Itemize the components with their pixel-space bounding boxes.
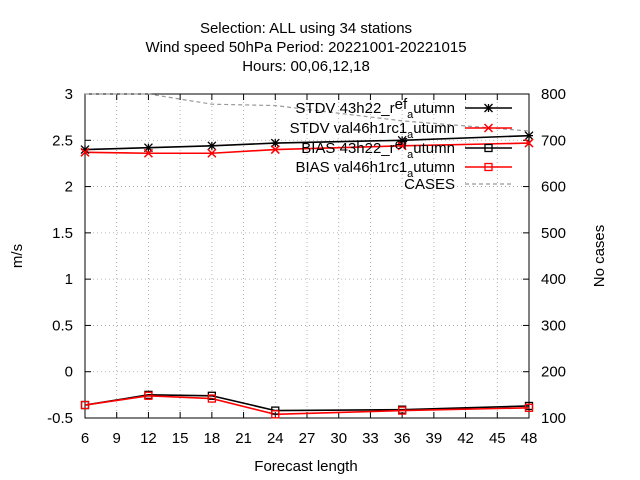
y2-tick-label: 400	[541, 271, 566, 288]
y-tick-label: 1	[65, 271, 73, 288]
series-line-4	[85, 93, 530, 132]
x-tick-label: 45	[489, 430, 506, 447]
data-point-0	[207, 141, 217, 151]
y2-tick-label: 500	[541, 225, 566, 242]
chart-title-line-2: Wind speed 50hPa Period: 20221001-202210…	[145, 39, 466, 56]
tick-labels: 6 9 12 15 18 21 24 27 30 33 36 39 42 45 48 -0.5 0 0.5 1 1.5…	[47, 86, 566, 447]
y-axis-label: m/s	[9, 244, 26, 268]
legend-marker-0	[484, 103, 493, 113]
x-tick-label: 36	[394, 430, 411, 447]
data-point-3	[397, 406, 407, 415]
x-tick-label: 33	[362, 430, 379, 447]
y-tick-label: 3	[65, 86, 73, 103]
y2-tick-label: 600	[541, 179, 566, 196]
y-tick-label: 2	[65, 179, 73, 196]
x-tick-label: 18	[204, 430, 221, 447]
data-point-1	[524, 138, 534, 148]
data-point-1	[270, 145, 280, 155]
x-tick-label: 42	[457, 430, 474, 447]
y2-tick-label: 200	[541, 364, 566, 381]
legend-marker-2	[484, 143, 493, 153]
x-tick-label: 15	[172, 430, 189, 447]
legend-label-4: CASES	[404, 176, 455, 193]
series-line-3	[84, 394, 530, 416]
data-point-1	[143, 148, 153, 158]
y-tick-label: 0.5	[52, 317, 73, 334]
data-point-1	[80, 147, 90, 157]
data-point-3	[80, 400, 90, 410]
legend-label-0: STDV 43h22_refautumn	[295, 96, 455, 121]
y-tick-label: 1.5	[52, 225, 73, 242]
data-point-3	[207, 394, 217, 403]
y2-tick-label: 300	[541, 317, 566, 334]
data-point-1	[397, 141, 407, 151]
series-line-0	[84, 134, 530, 151]
chart-title-line-3: Hours: 00,06,12,18	[242, 58, 370, 75]
x-tick-label: 9	[113, 430, 121, 447]
y2-tick-label: 100	[541, 410, 566, 427]
series-line-1	[84, 142, 530, 155]
x-tick-label: 30	[330, 430, 347, 447]
data-point-1	[207, 148, 217, 158]
x-tick-label: 48	[521, 430, 538, 447]
series-markers	[80, 131, 534, 419]
data-point-3	[524, 403, 534, 412]
y-tick-label: 0	[65, 364, 73, 381]
x-axis-label: Forecast length	[254, 458, 357, 475]
data-point-0	[524, 131, 534, 141]
x-tick-label: 12	[140, 430, 157, 447]
y2-tick-label: 800	[541, 86, 566, 103]
y2-axis-label: No cases	[591, 225, 608, 288]
x-tick-label: 21	[235, 430, 252, 447]
y2-tick-label: 700	[541, 132, 566, 149]
legend-label-1: STDV val46h1rc1autumn	[290, 120, 455, 141]
series-lines	[84, 93, 530, 416]
y-tick-label: -0.5	[47, 410, 73, 427]
x-tick-label: 27	[299, 430, 316, 447]
x-tick-label: 39	[426, 430, 443, 447]
legend-label-3: BIAS val46h1rc1autumn	[295, 159, 455, 180]
data-point-3	[271, 410, 280, 419]
y-tick-label: 2.5	[52, 132, 73, 149]
chart-title-line-1: Selection: ALL using 34 stations	[200, 20, 412, 37]
legend-marker-3	[484, 162, 493, 172]
data-point-3	[144, 391, 153, 400]
legend-label-2: BIAS 43h22_refautumn	[301, 136, 455, 161]
data-point-0	[270, 138, 280, 148]
legend-marker-1	[483, 123, 494, 133]
x-tick-label: 24	[267, 430, 284, 447]
x-tick-label: 6	[81, 430, 89, 447]
